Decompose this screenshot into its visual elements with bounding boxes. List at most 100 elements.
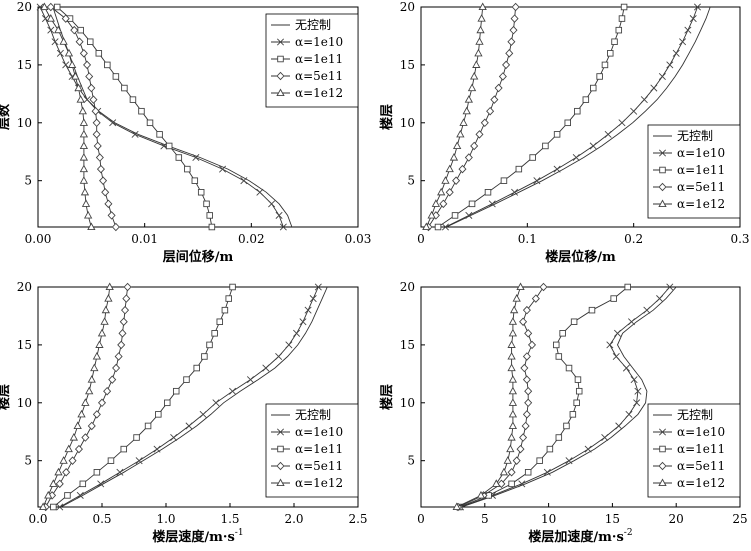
x-tick-label: 0.5: [92, 512, 111, 526]
y-tick-label: 10: [17, 116, 32, 130]
data-point: [508, 386, 518, 395]
data-point: [95, 50, 103, 57]
x-tick-label: 0.03: [345, 232, 372, 246]
data-point: [531, 294, 540, 303]
data-point: [53, 3, 61, 11]
data-point: [77, 409, 86, 418]
data-point: [49, 479, 58, 487]
data-point: [92, 351, 102, 360]
data-point: [610, 295, 617, 302]
legend-label: 无控制: [677, 129, 713, 143]
series-line: [60, 286, 328, 508]
data-point: [76, 95, 85, 103]
data-point: [564, 119, 571, 127]
x-tick-label: 15: [605, 512, 620, 526]
series-2: [457, 283, 674, 511]
data-point: [503, 456, 512, 464]
data-point: [589, 142, 597, 150]
data-point: [304, 306, 312, 314]
y-axis-label: 层数: [0, 103, 12, 130]
data-point: [422, 222, 431, 231]
data-point: [570, 318, 578, 325]
data-point: [507, 468, 516, 477]
data-point: [97, 398, 107, 408]
legend: 无控制 α=1e10 α=1e11 α=5e11 α=1e12: [647, 403, 741, 498]
data-point: [512, 456, 521, 465]
series-line: [59, 286, 319, 508]
data-point: [467, 83, 477, 92]
data-point: [596, 73, 603, 80]
x-tick-label: 1.5: [220, 512, 239, 526]
x-tick-label: 0.3: [730, 232, 749, 246]
data-point: [221, 306, 229, 314]
y-tick-label: 5: [407, 454, 415, 468]
data-point: [47, 26, 55, 34]
data-point: [108, 375, 117, 384]
x-tick-label: 0.0: [28, 512, 47, 526]
data-point: [51, 38, 59, 46]
data-point: [64, 444, 73, 453]
data-point: [76, 491, 84, 499]
data-point: [624, 283, 631, 291]
data-point: [468, 200, 476, 208]
data-point: [262, 364, 270, 372]
data-point: [441, 223, 449, 231]
x-axis-label: 楼层位移/m: [545, 249, 616, 265]
data-point: [612, 352, 620, 360]
data-point: [427, 210, 436, 219]
data-point: [201, 353, 208, 360]
data-point: [630, 376, 638, 384]
x-tick-label: 0.1: [518, 232, 537, 246]
data-point: [62, 468, 71, 477]
data-point: [499, 467, 509, 476]
data-point: [563, 422, 570, 430]
series-5: [422, 2, 487, 231]
data-point: [475, 130, 484, 139]
data-point: [449, 152, 459, 161]
data-point: [87, 222, 96, 231]
data-point: [100, 317, 109, 325]
data-point: [112, 73, 120, 80]
data-point: [314, 283, 322, 291]
data-point: [79, 129, 89, 138]
data-point: [92, 118, 101, 128]
data-point: [89, 95, 98, 104]
data-point: [123, 282, 132, 292]
x-tick-label: 0: [417, 512, 425, 526]
data-point: [135, 457, 143, 465]
series-2: [441, 3, 701, 231]
data-point: [91, 106, 100, 116]
data-point: [185, 422, 193, 430]
data-point: [584, 445, 592, 453]
data-point: [40, 2, 49, 11]
series-1: [446, 6, 711, 228]
data-point: [565, 364, 573, 372]
data-point: [480, 118, 489, 128]
legend-marker: [276, 428, 285, 436]
legend: 无控制 α=1e10 α=1e11 α=5e11 α=1e12: [647, 124, 741, 219]
legend-marker: [659, 166, 666, 174]
x-axis-label-superscript: -2: [624, 528, 633, 538]
data-point: [114, 352, 123, 361]
series-line: [461, 286, 677, 508]
data-point: [131, 130, 139, 138]
legend-marker: [658, 149, 667, 157]
data-point: [119, 317, 128, 326]
data-point: [87, 83, 96, 93]
chart-panel-1: 0.00 0.01 0.02 0.03 5 10 15 20 层间位移/m 层数 无控制 α=1e10…: [0, 0, 371, 265]
series-1: [461, 286, 677, 508]
data-point: [175, 154, 183, 161]
x-tick-label: 10: [541, 512, 556, 526]
data-point: [212, 399, 220, 407]
data-point: [117, 340, 126, 350]
data-point: [474, 48, 483, 57]
data-point: [620, 3, 628, 11]
data-point: [478, 2, 487, 11]
data-point: [508, 480, 515, 488]
data-point: [116, 468, 124, 476]
x-tick-label: 0.00: [25, 232, 52, 246]
y-tick-label: 10: [400, 396, 415, 410]
x-axis-label: 层间位移/m: [163, 249, 234, 265]
